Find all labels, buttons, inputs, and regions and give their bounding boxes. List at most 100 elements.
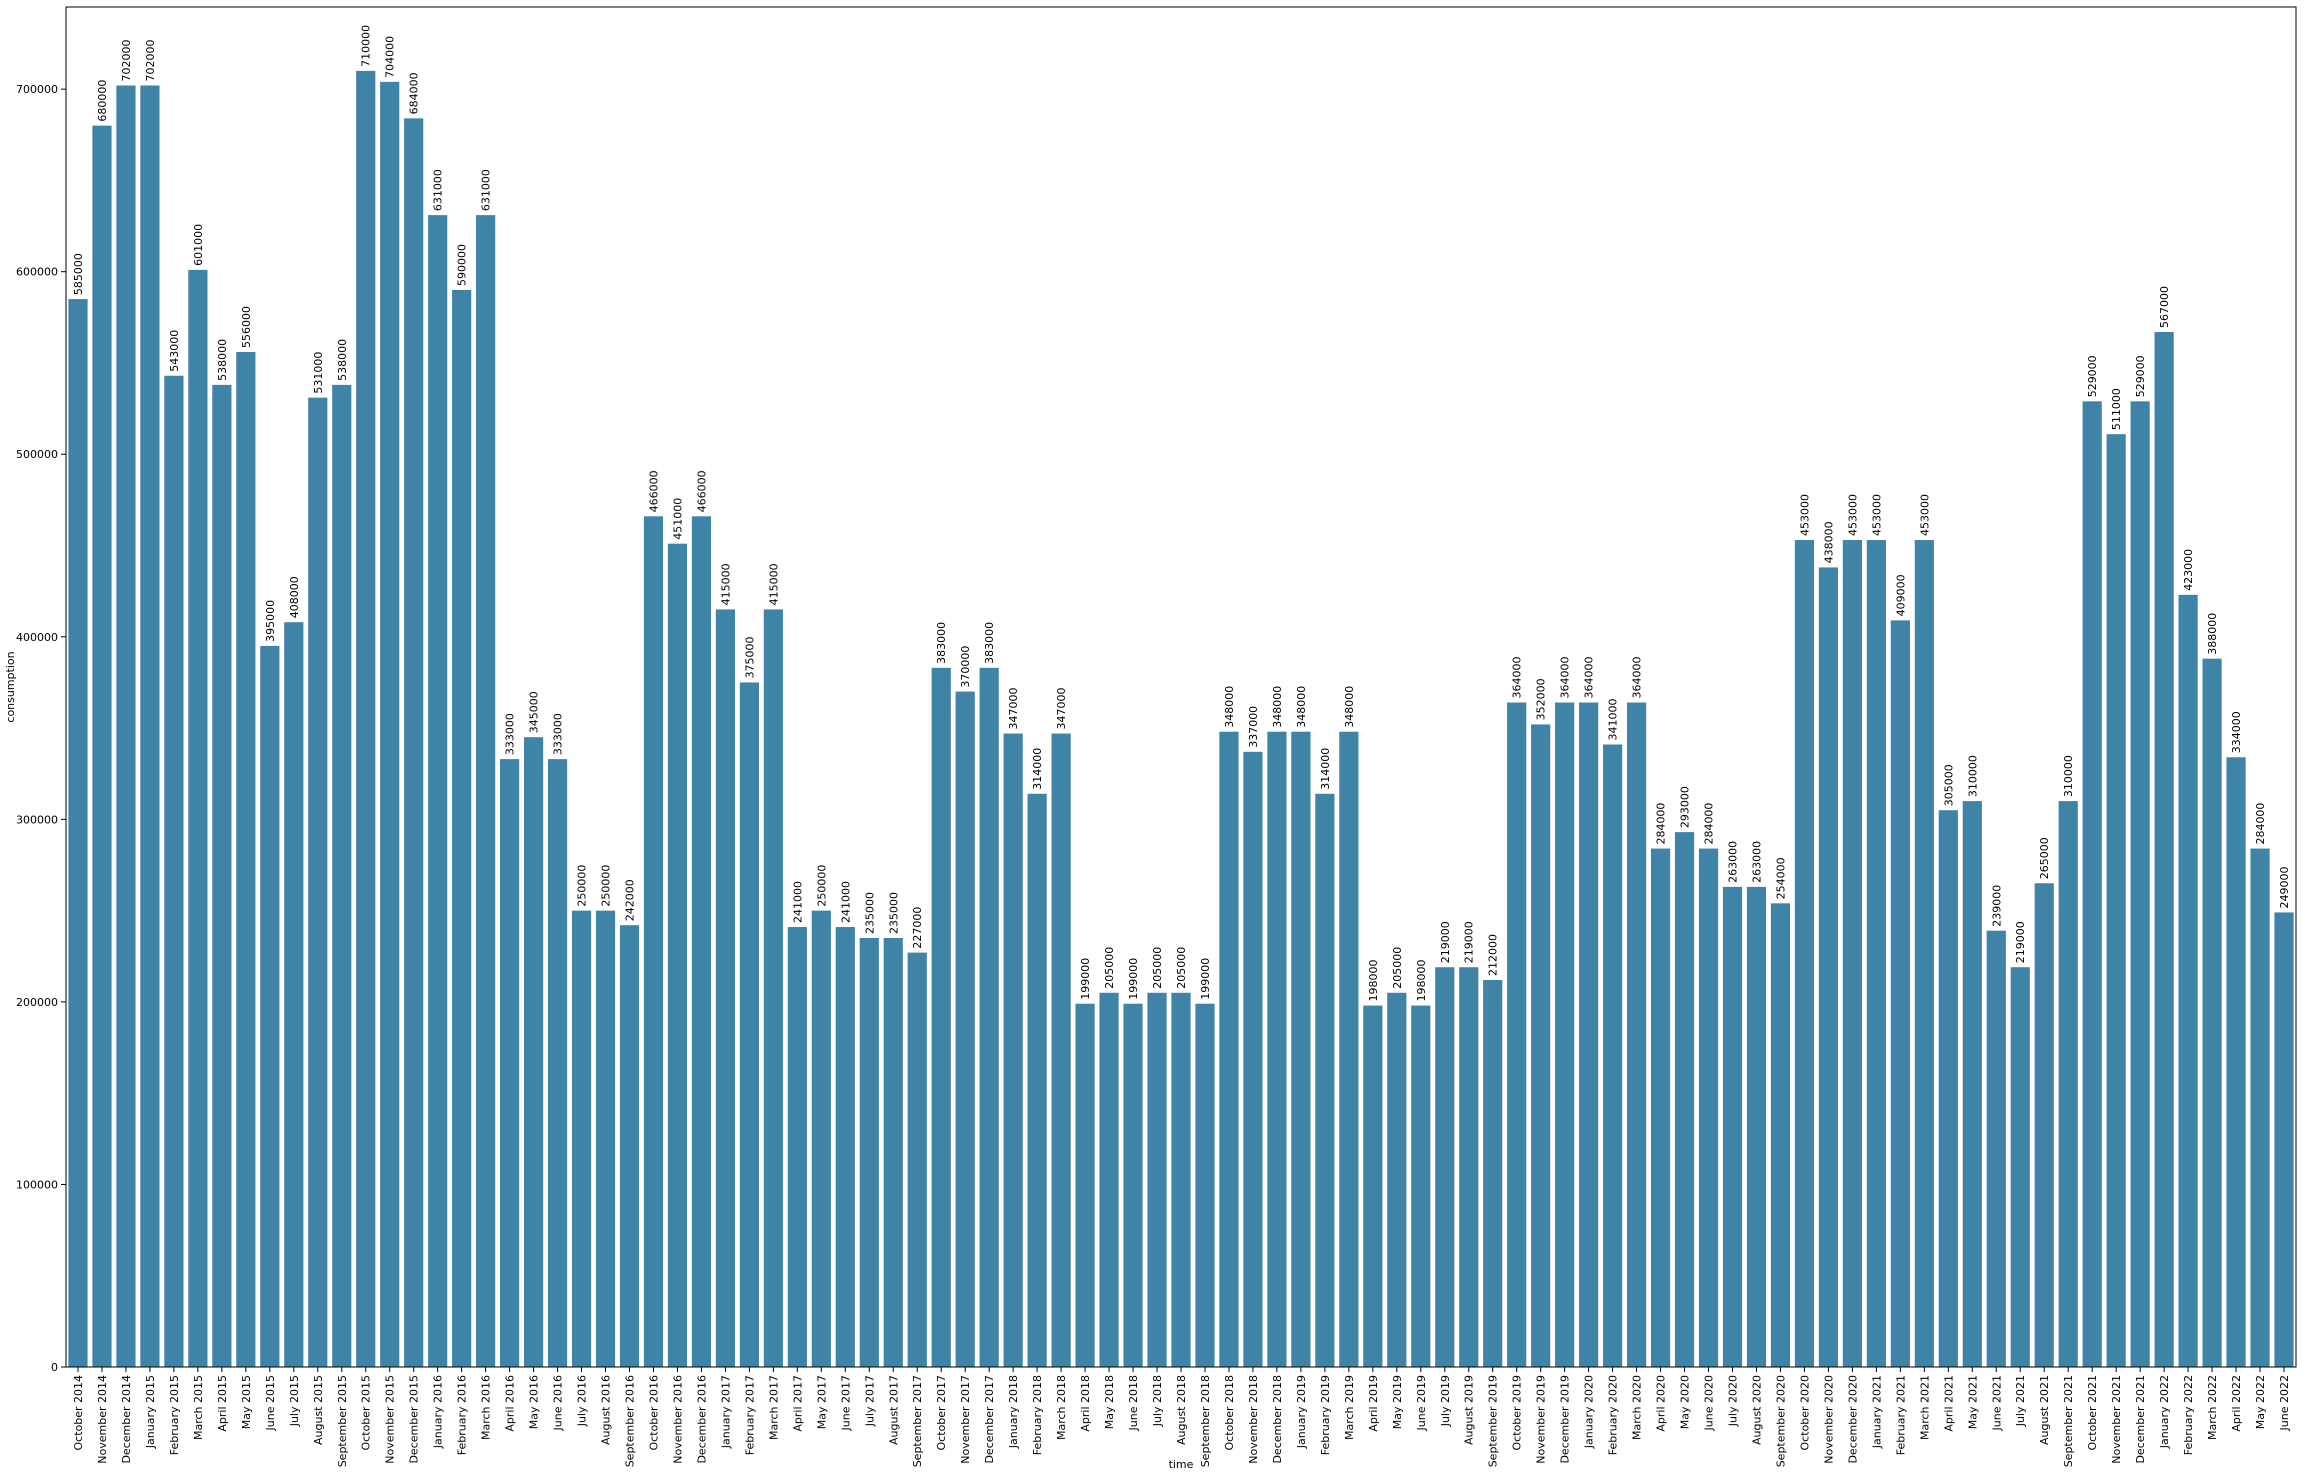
x-tick-label: June 2022 <box>2278 1375 2291 1431</box>
x-tick-label: January 2018 <box>1007 1375 1020 1449</box>
value-label: 250000 <box>815 865 828 907</box>
value-label: 199000 <box>1079 958 1092 1000</box>
bar <box>1171 992 1191 1367</box>
bar <box>1722 886 1743 1367</box>
bar <box>2154 331 2174 1368</box>
value-label: 348000 <box>1295 686 1308 728</box>
x-tick-label: January 2015 <box>144 1375 157 1449</box>
value-label: 529000 <box>2086 355 2099 397</box>
x-tick-label: October 2016 <box>647 1375 660 1451</box>
x-tick-label: June 2019 <box>1415 1375 1428 1431</box>
bar <box>2082 401 2102 1367</box>
x-tick-label: July 2016 <box>576 1375 589 1427</box>
value-label: 205000 <box>1391 947 1404 989</box>
bar <box>2106 434 2126 1367</box>
value-label: 423000 <box>2182 549 2195 591</box>
bar <box>523 737 544 1367</box>
y-tick-label: 400000 <box>16 631 58 644</box>
x-tick-label: March 2019 <box>1343 1375 1356 1440</box>
bar <box>1627 702 1647 1367</box>
bar <box>1579 702 1599 1367</box>
value-label: 347000 <box>1007 688 1020 730</box>
bar <box>2010 967 2030 1367</box>
value-label: 314000 <box>1319 748 1332 790</box>
bar <box>1962 801 1982 1367</box>
x-tick-label: February 2016 <box>456 1375 469 1455</box>
value-label: 680000 <box>96 80 109 122</box>
x-tick-label: March 2015 <box>192 1375 205 1440</box>
bar <box>164 375 184 1367</box>
value-label: 585000 <box>72 253 85 295</box>
bar <box>1603 744 1623 1367</box>
x-tick-label: September 2019 <box>1487 1375 1500 1467</box>
value-label: 601000 <box>192 224 205 266</box>
x-tick-label: January 2022 <box>2158 1375 2171 1449</box>
x-tick-label: May 2022 <box>2254 1375 2267 1429</box>
value-label: 538000 <box>336 339 349 381</box>
x-tick-label: August 2020 <box>1750 1375 1763 1445</box>
value-label: 219000 <box>1463 921 1476 963</box>
x-tick-label: November 2019 <box>1535 1375 1548 1464</box>
bar <box>667 543 688 1367</box>
bar <box>1555 702 1575 1367</box>
bar <box>1243 751 1263 1367</box>
bar <box>955 691 975 1367</box>
x-tick-label: July 2018 <box>1151 1375 1164 1427</box>
bar <box>356 70 376 1368</box>
bar <box>1770 903 1791 1367</box>
value-label: 212000 <box>1487 934 1500 976</box>
value-label: 250000 <box>600 865 613 907</box>
value-label: 438000 <box>1822 521 1835 563</box>
value-label: 383000 <box>935 622 948 664</box>
bar <box>1075 1003 1095 1367</box>
bar <box>1339 731 1359 1367</box>
bar <box>2202 658 2222 1367</box>
value-label: 466000 <box>647 470 660 512</box>
x-axis-label: time <box>1169 1458 1194 1471</box>
value-label: 227000 <box>911 907 924 949</box>
x-tick-label: October 2017 <box>935 1375 948 1451</box>
x-tick-label: August 2017 <box>887 1375 900 1445</box>
x-tick-label: March 2016 <box>480 1375 493 1440</box>
value-label: 347000 <box>1055 688 1068 730</box>
x-tick-label: September 2021 <box>2062 1375 2075 1467</box>
y-tick-label: 700000 <box>16 83 58 96</box>
x-tick-label: February 2019 <box>1319 1375 1332 1455</box>
value-label: 263000 <box>1727 841 1740 883</box>
bar <box>332 384 352 1368</box>
value-label: 250000 <box>576 865 589 907</box>
x-tick-label: November 2018 <box>1247 1375 1260 1464</box>
value-label: 242000 <box>623 879 636 921</box>
value-label: 538000 <box>216 339 229 381</box>
bar <box>476 215 496 1367</box>
bar <box>1219 731 1239 1367</box>
bar <box>1387 992 1407 1367</box>
bar <box>140 85 160 1368</box>
bar <box>787 927 807 1367</box>
bar <box>1890 620 1910 1367</box>
x-tick-label: February 2022 <box>2182 1375 2195 1455</box>
x-tick-label: December 2021 <box>2134 1375 2147 1464</box>
x-tick-label: January 2016 <box>432 1375 445 1449</box>
x-tick-label: November 2016 <box>671 1375 684 1464</box>
bar <box>1866 540 1886 1367</box>
bar <box>212 384 232 1368</box>
bar <box>1027 793 1047 1367</box>
bar <box>859 938 879 1367</box>
bar <box>1147 992 1167 1367</box>
x-tick-label: March 2018 <box>1055 1375 1068 1440</box>
bar <box>236 352 256 1367</box>
bar <box>1195 1003 1215 1367</box>
value-label: 198000 <box>1367 960 1380 1002</box>
x-tick-label: July 2021 <box>2014 1375 2027 1427</box>
x-tick-label: October 2021 <box>2086 1375 2099 1451</box>
x-tick-label: April 2015 <box>216 1375 229 1432</box>
bar <box>500 759 520 1367</box>
x-tick-label: April 2021 <box>1942 1375 1955 1432</box>
x-tick-label: August 2019 <box>1463 1375 1476 1445</box>
x-tick-label: January 2017 <box>719 1375 732 1449</box>
bar <box>92 125 112 1367</box>
x-tick-label: October 2019 <box>1511 1375 1524 1451</box>
bar <box>1818 567 1839 1367</box>
value-label: 235000 <box>863 892 876 934</box>
